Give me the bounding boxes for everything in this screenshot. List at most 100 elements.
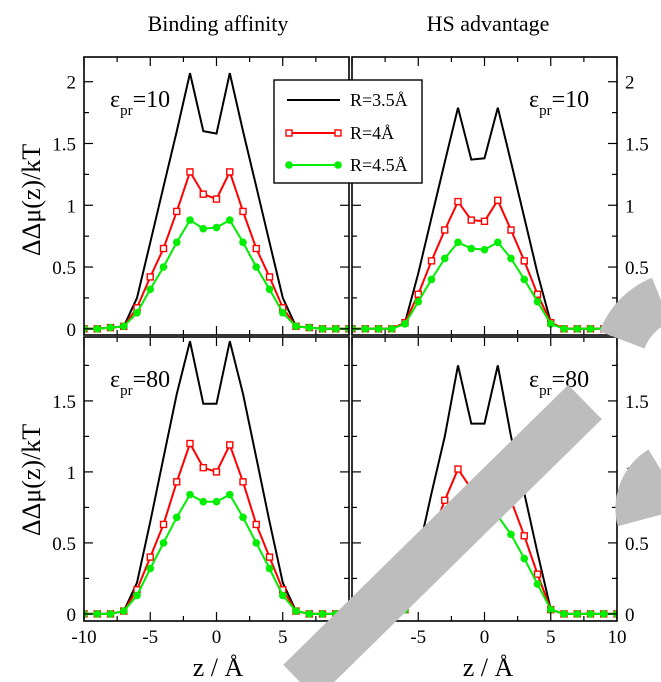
watermark-graphic bbox=[283, 277, 661, 682]
data-point-circle bbox=[172, 513, 181, 522]
data-point-square bbox=[480, 217, 489, 226]
data-point-square bbox=[467, 216, 475, 224]
data-point-circle bbox=[225, 216, 234, 224]
data-point-circle bbox=[305, 610, 314, 618]
data-point-circle bbox=[252, 539, 261, 547]
data-point-square bbox=[146, 553, 154, 561]
y-tick-label: 0 bbox=[625, 605, 635, 626]
data-point-circle bbox=[305, 323, 314, 332]
data-point-circle bbox=[186, 216, 194, 224]
data-point-square bbox=[186, 439, 194, 448]
y-tick-label: 1.5 bbox=[625, 134, 649, 155]
legend-label-r35: R=3.5Å bbox=[350, 90, 408, 110]
data-point-circle bbox=[133, 591, 141, 600]
data-point-square bbox=[454, 197, 462, 206]
data-point-circle bbox=[93, 610, 102, 618]
legend-marker-r45-right bbox=[334, 161, 342, 169]
series-line-2 bbox=[84, 218, 349, 330]
x-tick-label: 0 bbox=[212, 627, 222, 648]
column-title-hs: HS advantage bbox=[427, 11, 550, 36]
x-tick-label: 10 bbox=[608, 627, 627, 648]
series-group-hs-eps10 bbox=[352, 107, 617, 333]
data-point-circle bbox=[520, 275, 529, 284]
data-point-circle bbox=[374, 325, 383, 333]
y-tick-label: 0.5 bbox=[625, 534, 649, 555]
data-point-circle bbox=[573, 325, 582, 333]
data-point-circle bbox=[146, 285, 155, 294]
data-point-circle bbox=[493, 238, 502, 247]
data-point-square bbox=[252, 520, 260, 529]
data-point-circle bbox=[106, 610, 115, 618]
series-line-2 bbox=[352, 241, 617, 330]
x-tick-label: -5 bbox=[142, 627, 158, 648]
y-axis-label-bottom: ΔΔμ(z)/kT bbox=[17, 424, 46, 536]
data-point-circle bbox=[239, 238, 247, 247]
data-point-circle bbox=[586, 325, 595, 333]
data-point-circle bbox=[239, 513, 247, 522]
legend-marker-r45-left bbox=[285, 161, 293, 169]
data-point-circle bbox=[533, 297, 542, 306]
data-point-circle bbox=[507, 530, 515, 539]
y-tick-label: 0 bbox=[67, 320, 77, 341]
data-point-square bbox=[414, 290, 422, 298]
x-tick-label: -10 bbox=[71, 627, 96, 648]
x-axis-label-right: z / Å bbox=[463, 653, 514, 682]
data-point-circle bbox=[146, 564, 155, 573]
y-tick-label: 0 bbox=[67, 605, 77, 626]
y-tick-label: 0.5 bbox=[52, 534, 76, 555]
x-tick-label: -5 bbox=[410, 627, 426, 648]
data-point-square bbox=[454, 465, 462, 473]
watermark-stroke bbox=[283, 384, 602, 682]
data-point-circle bbox=[546, 605, 555, 614]
data-point-square bbox=[441, 226, 449, 234]
data-point-circle bbox=[292, 607, 300, 615]
data-point-square bbox=[520, 532, 528, 540]
data-point-circle bbox=[414, 297, 423, 306]
data-point-circle bbox=[278, 308, 287, 317]
data-point-square bbox=[441, 496, 449, 504]
panel-binding-eps10: 0 0.5 1 1.5 2 εpr=10 bbox=[52, 56, 350, 341]
data-point-circle bbox=[199, 497, 208, 506]
y-axis-label-top: ΔΔμ(z)/kT bbox=[17, 144, 46, 256]
data-point-square bbox=[265, 553, 274, 561]
data-point-circle bbox=[387, 325, 396, 333]
data-point-square bbox=[199, 463, 207, 472]
data-point-circle bbox=[278, 591, 287, 600]
legend-label-r4: R=4Å bbox=[350, 123, 394, 143]
watermark-arc-top bbox=[599, 277, 661, 350]
data-point-square bbox=[186, 168, 194, 176]
data-point-square bbox=[494, 196, 502, 205]
data-point-circle bbox=[467, 244, 476, 253]
y-tick-label: 1 bbox=[67, 463, 77, 484]
data-point-circle bbox=[172, 238, 181, 247]
data-point-circle bbox=[546, 320, 555, 328]
data-point-circle bbox=[265, 564, 274, 573]
data-point-circle bbox=[212, 223, 221, 232]
data-point-circle bbox=[427, 275, 436, 284]
data-point-circle bbox=[159, 539, 168, 547]
data-point-square bbox=[520, 257, 528, 265]
data-point-circle bbox=[560, 610, 568, 618]
series-group-binding-eps10 bbox=[84, 72, 349, 333]
data-point-square bbox=[533, 570, 542, 578]
data-point-circle bbox=[331, 325, 340, 333]
data-point-circle bbox=[225, 490, 234, 499]
data-point-square bbox=[159, 520, 168, 529]
data-point-circle bbox=[361, 325, 370, 333]
data-point-circle bbox=[318, 610, 327, 618]
x-axis-label-left: z / Å bbox=[193, 653, 244, 682]
data-point-circle bbox=[599, 610, 608, 618]
data-point-square bbox=[212, 195, 221, 203]
legend-marker-r4-right bbox=[334, 129, 342, 137]
data-point-square bbox=[212, 468, 221, 476]
data-point-square bbox=[239, 207, 247, 216]
data-point-square bbox=[226, 441, 234, 449]
legend-label-r45: R=4.5Å bbox=[350, 155, 408, 175]
panel-annotation: εpr=80 bbox=[110, 367, 170, 399]
data-point-circle bbox=[401, 320, 409, 328]
data-point-square bbox=[199, 190, 207, 198]
data-point-circle bbox=[265, 285, 274, 294]
data-point-circle bbox=[159, 263, 168, 271]
